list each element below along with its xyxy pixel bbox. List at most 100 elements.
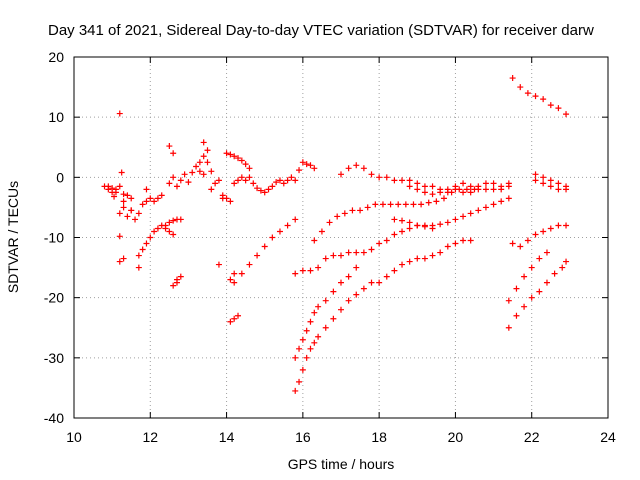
series-early-2 <box>116 192 165 223</box>
data-point <box>379 201 386 208</box>
data-point <box>166 143 173 150</box>
data-point <box>532 93 539 100</box>
data-point <box>132 216 139 223</box>
data-point <box>124 213 131 220</box>
data-points <box>101 75 570 394</box>
data-point <box>322 297 329 304</box>
data-point <box>269 234 276 241</box>
data-point <box>326 219 333 226</box>
x-tick-label: 22 <box>524 429 540 445</box>
data-point <box>437 249 444 256</box>
data-point <box>227 151 234 158</box>
data-point <box>513 312 520 319</box>
x-tick-label: 24 <box>600 429 616 445</box>
data-point <box>376 240 383 247</box>
data-point <box>376 174 383 181</box>
data-point <box>170 217 177 224</box>
data-point <box>315 333 322 340</box>
data-point <box>536 288 543 295</box>
data-point <box>414 222 421 229</box>
data-point <box>406 219 413 226</box>
series-mid-4 <box>231 174 299 196</box>
grid-lines <box>74 57 608 418</box>
y-tick-label: 20 <box>48 49 64 65</box>
data-point <box>399 261 406 268</box>
data-point <box>246 174 253 181</box>
data-point <box>147 234 154 241</box>
series-rise-a <box>231 216 299 286</box>
data-point <box>460 180 467 187</box>
data-point <box>242 161 249 168</box>
data-point <box>563 186 570 193</box>
data-point <box>105 186 112 193</box>
y-tick-label: -10 <box>44 230 64 246</box>
data-point <box>509 240 516 247</box>
data-point <box>341 210 348 217</box>
data-point <box>227 198 234 205</box>
data-point <box>376 279 383 286</box>
data-point <box>311 237 318 244</box>
data-point <box>261 189 268 196</box>
data-point <box>414 255 421 262</box>
data-point <box>460 213 467 220</box>
data-point <box>112 189 119 196</box>
data-point <box>490 186 497 193</box>
data-point <box>223 195 230 202</box>
data-point <box>353 264 360 271</box>
series-mid-1 <box>166 153 207 190</box>
data-point <box>311 309 318 316</box>
data-point <box>154 195 161 202</box>
data-point <box>368 171 375 178</box>
data-point <box>353 291 360 298</box>
data-point <box>288 174 295 181</box>
data-point <box>368 246 375 253</box>
data-point <box>299 336 306 343</box>
data-point <box>166 219 173 226</box>
data-point <box>231 270 238 277</box>
data-point <box>116 110 123 117</box>
data-point <box>296 345 303 352</box>
data-point <box>151 228 158 235</box>
data-point <box>383 174 390 181</box>
data-point <box>338 279 344 286</box>
data-point <box>124 192 131 199</box>
data-point <box>219 192 226 199</box>
data-point <box>135 252 142 259</box>
data-point <box>242 177 249 184</box>
data-point <box>162 222 169 229</box>
y-tick-label: 10 <box>48 109 64 125</box>
data-point <box>173 183 180 190</box>
data-point <box>418 201 425 208</box>
data-point <box>517 84 524 91</box>
data-point <box>345 165 352 172</box>
data-point <box>460 237 467 244</box>
data-point <box>231 153 238 160</box>
data-point <box>402 201 409 208</box>
data-point <box>391 231 398 238</box>
data-point <box>383 237 390 244</box>
data-point <box>399 228 406 235</box>
data-point <box>414 186 421 193</box>
data-point <box>257 187 264 194</box>
data-point <box>235 177 242 184</box>
data-point <box>280 180 287 187</box>
data-point <box>521 303 528 310</box>
data-point <box>315 264 322 271</box>
data-point <box>292 387 299 394</box>
data-point <box>528 264 535 271</box>
data-point <box>330 252 337 259</box>
data-point <box>227 276 234 283</box>
data-point <box>120 204 127 211</box>
data-point <box>303 354 310 361</box>
data-point <box>311 339 318 346</box>
series-isolated <box>105 110 238 286</box>
data-point <box>296 378 303 385</box>
series-early-6 <box>170 273 184 289</box>
data-point <box>547 225 554 232</box>
data-point <box>250 180 257 187</box>
data-point <box>353 249 360 256</box>
data-point <box>208 168 215 175</box>
data-point <box>368 279 375 286</box>
data-point <box>273 179 280 186</box>
